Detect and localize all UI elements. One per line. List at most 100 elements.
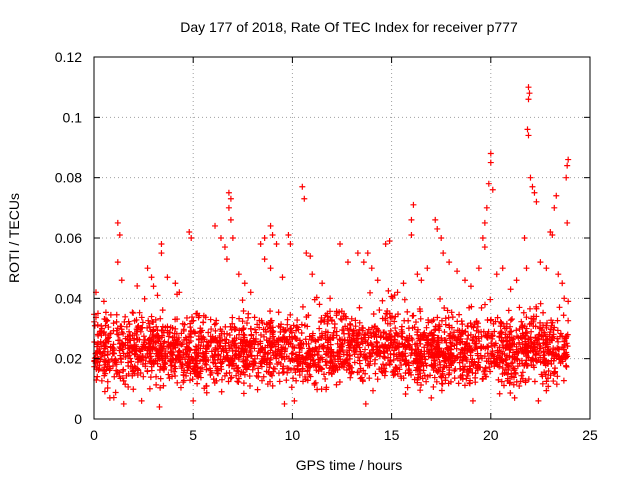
data-point-band — [419, 353, 426, 360]
data-point-band — [226, 332, 233, 339]
data-point-band — [277, 328, 284, 335]
data-point-band — [545, 368, 552, 375]
data-point-band — [436, 321, 443, 328]
data-point-band — [347, 326, 354, 333]
data-point-band — [298, 354, 305, 361]
data-point — [287, 241, 294, 248]
data-point-band — [251, 314, 258, 321]
data-point-band — [511, 341, 518, 348]
data-point — [454, 268, 461, 275]
data-point-band — [105, 324, 112, 331]
data-point-band — [215, 345, 222, 352]
data-point-band — [290, 350, 297, 357]
data-point-band — [153, 323, 160, 330]
data-point-band — [528, 328, 535, 335]
data-point-band — [381, 349, 388, 356]
data-point — [511, 394, 518, 401]
data-point-band — [522, 360, 529, 367]
data-point-band — [125, 318, 132, 325]
data-point-band — [410, 312, 417, 319]
data-point-band — [311, 361, 318, 368]
data-point-band — [333, 312, 340, 319]
data-point-band — [550, 333, 557, 340]
data-point-band — [129, 332, 136, 339]
data-point-band — [390, 351, 397, 358]
data-point-band — [101, 352, 108, 359]
data-point-band — [142, 360, 149, 367]
data-point-band — [193, 364, 200, 371]
data-point-band — [350, 327, 357, 334]
data-point-band — [539, 380, 546, 387]
data-point — [94, 310, 101, 317]
data-point-band — [320, 371, 327, 378]
data-point-band — [209, 354, 216, 361]
data-point-band — [520, 309, 527, 316]
axis-ticks — [93, 56, 591, 420]
data-point-band — [267, 335, 274, 342]
data-point-band — [508, 373, 515, 380]
data-point-band — [405, 325, 412, 332]
data-point-band — [431, 374, 438, 381]
data-point-band — [187, 320, 194, 327]
data-point — [150, 283, 157, 290]
data-point-band — [428, 354, 435, 361]
data-point-band — [527, 305, 534, 312]
data-point-band — [446, 366, 453, 373]
data-point — [446, 259, 453, 266]
data-point-band — [347, 342, 354, 349]
data-point — [225, 189, 232, 196]
data-point-band — [101, 388, 108, 395]
data-point-band — [317, 355, 324, 362]
data-point-band — [154, 327, 161, 334]
data-point — [467, 283, 474, 290]
data-point-band — [316, 301, 323, 308]
data-point-band — [266, 359, 273, 366]
data-point-band — [345, 360, 352, 367]
data-point-band — [537, 345, 544, 352]
y-tick-label: 0.08 — [55, 170, 82, 186]
data-point-band — [107, 311, 114, 318]
data-point — [186, 228, 193, 235]
data-point-band — [266, 339, 273, 346]
data-point-band — [514, 355, 521, 362]
data-point-band — [462, 363, 469, 370]
data-point — [303, 250, 310, 257]
data-point-band — [124, 333, 131, 340]
data-point — [281, 400, 288, 407]
data-point-band — [210, 376, 217, 383]
data-point-band — [549, 319, 556, 326]
data-point-band — [441, 304, 448, 311]
data-point-band — [372, 370, 379, 377]
data-point-band — [267, 308, 274, 315]
data-point-band — [233, 352, 240, 359]
data-point — [525, 132, 532, 139]
data-point-band — [404, 334, 411, 341]
data-point-band — [547, 349, 554, 356]
data-point-band — [498, 378, 505, 385]
data-point — [364, 250, 371, 257]
data-point-band — [479, 355, 486, 362]
data-point-band — [328, 371, 335, 378]
data-point-band — [352, 317, 359, 324]
data-point-band — [157, 375, 164, 382]
data-point-band — [123, 323, 130, 330]
data-point — [564, 219, 571, 226]
data-point — [337, 241, 344, 248]
data-point-band — [556, 304, 563, 311]
data-point-band — [258, 346, 265, 353]
data-point-band — [165, 343, 172, 350]
data-point — [438, 235, 445, 241]
data-point-band — [245, 363, 252, 370]
data-point-band — [554, 317, 561, 324]
data-point-band — [131, 363, 138, 370]
data-point — [309, 271, 316, 278]
data-point-band — [214, 351, 221, 358]
data-point-band — [218, 376, 225, 383]
data-point-band — [467, 377, 474, 384]
data-point-band — [137, 369, 144, 376]
data-point-band — [460, 347, 467, 354]
data-point-band — [459, 321, 466, 328]
data-point-band — [304, 368, 311, 375]
data-point-band — [205, 329, 212, 336]
data-point-band — [127, 355, 134, 362]
